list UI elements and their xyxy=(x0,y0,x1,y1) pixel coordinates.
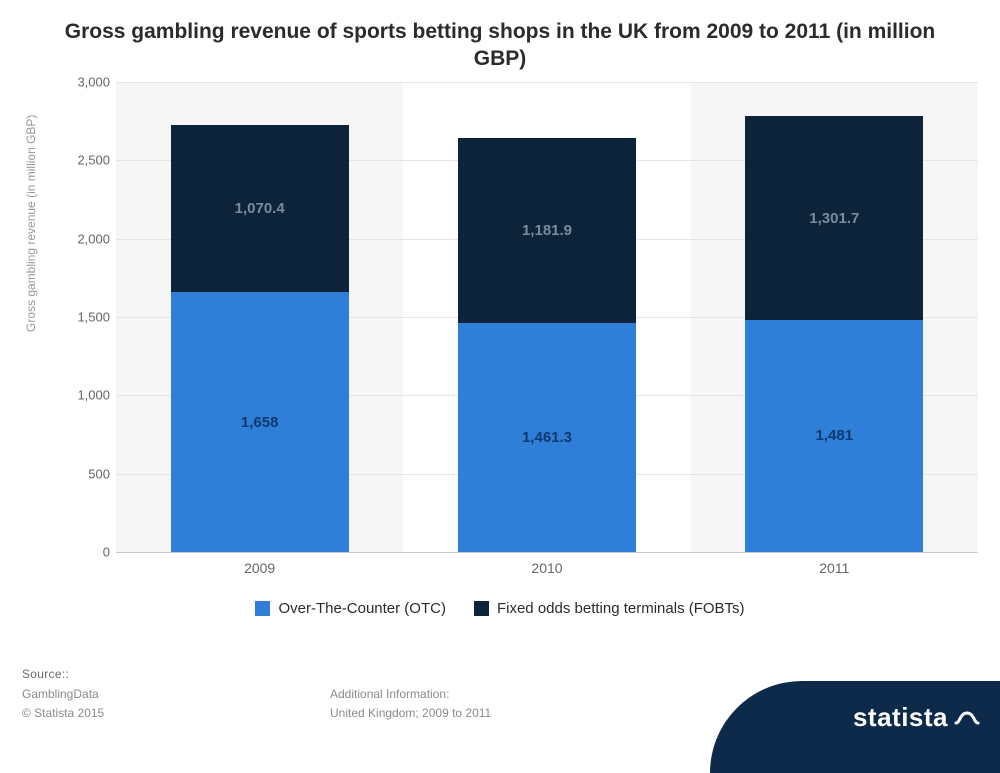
bar-segment: 1,658 xyxy=(171,292,349,552)
legend-swatch xyxy=(474,601,489,616)
legend-label: Over-The-Counter (OTC) xyxy=(278,600,446,617)
source-footer: Source:: GamblingData © Statista 2015 xyxy=(22,665,104,723)
y-tick-label: 1,500 xyxy=(50,310,110,325)
legend-item[interactable]: Over-The-Counter (OTC) xyxy=(255,600,446,617)
grid-line xyxy=(116,82,978,83)
bar-group: 1,461.3 1,181.9 xyxy=(458,138,636,552)
bar-value-label: 1,181.9 xyxy=(522,222,572,239)
x-tick-label: 2009 xyxy=(244,560,275,576)
bar-value-label: 1,658 xyxy=(241,414,279,431)
bar-segment: 1,301.7 xyxy=(745,116,923,320)
chart-area: Gross gambling revenue (in million GBP) … xyxy=(38,82,978,592)
y-tick-label: 2,500 xyxy=(50,153,110,168)
y-axis-label: Gross gambling revenue (in million GBP) xyxy=(24,115,38,332)
logo-text: statista xyxy=(853,702,948,733)
legend-item[interactable]: Fixed odds betting terminals (FOBTs) xyxy=(474,600,745,617)
y-tick-label: 500 xyxy=(50,466,110,481)
source-label: Source:: xyxy=(22,667,69,681)
copyright: © Statista 2015 xyxy=(22,706,104,720)
plot-area: 1,658 1,070.4 1,461.3 1,181.9 1,481 1,301.7 xyxy=(116,82,978,552)
bar-value-label: 1,070.4 xyxy=(235,200,285,217)
chart-title: Gross gambling revenue of sports betting… xyxy=(0,0,1000,83)
y-tick-label: 0 xyxy=(50,545,110,560)
x-tick-label: 2010 xyxy=(531,560,562,576)
bar-group: 1,658 1,070.4 xyxy=(171,125,349,552)
bar-segment: 1,461.3 xyxy=(458,323,636,552)
y-tick-label: 2,000 xyxy=(50,231,110,246)
legend: Over-The-Counter (OTC) Fixed odds betting… xyxy=(0,600,1000,620)
additional-info: Additional Information: United Kingdom; … xyxy=(330,685,491,723)
x-tick-label: 2011 xyxy=(819,560,849,576)
y-tick-label: 3,000 xyxy=(50,75,110,90)
bar-value-label: 1,481 xyxy=(816,427,854,444)
statista-logo: statista xyxy=(740,681,1000,743)
bar-segment: 1,181.9 xyxy=(458,138,636,323)
bar-segment: 1,481 xyxy=(745,320,923,552)
legend-label: Fixed odds betting terminals (FOBTs) xyxy=(497,600,745,617)
bar-value-label: 1,461.3 xyxy=(522,429,572,446)
additional-value: United Kingdom; 2009 to 2011 xyxy=(330,706,491,720)
legend-swatch xyxy=(255,601,270,616)
y-tick-label: 1,000 xyxy=(50,388,110,403)
bar-group: 1,481 1,301.7 xyxy=(745,116,923,552)
source-value: GamblingData xyxy=(22,687,99,701)
additional-label: Additional Information: xyxy=(330,687,449,701)
statista-wave-icon xyxy=(954,705,980,731)
x-axis-line xyxy=(116,552,978,553)
bar-value-label: 1,301.7 xyxy=(809,210,859,227)
bar-segment: 1,070.4 xyxy=(171,125,349,293)
